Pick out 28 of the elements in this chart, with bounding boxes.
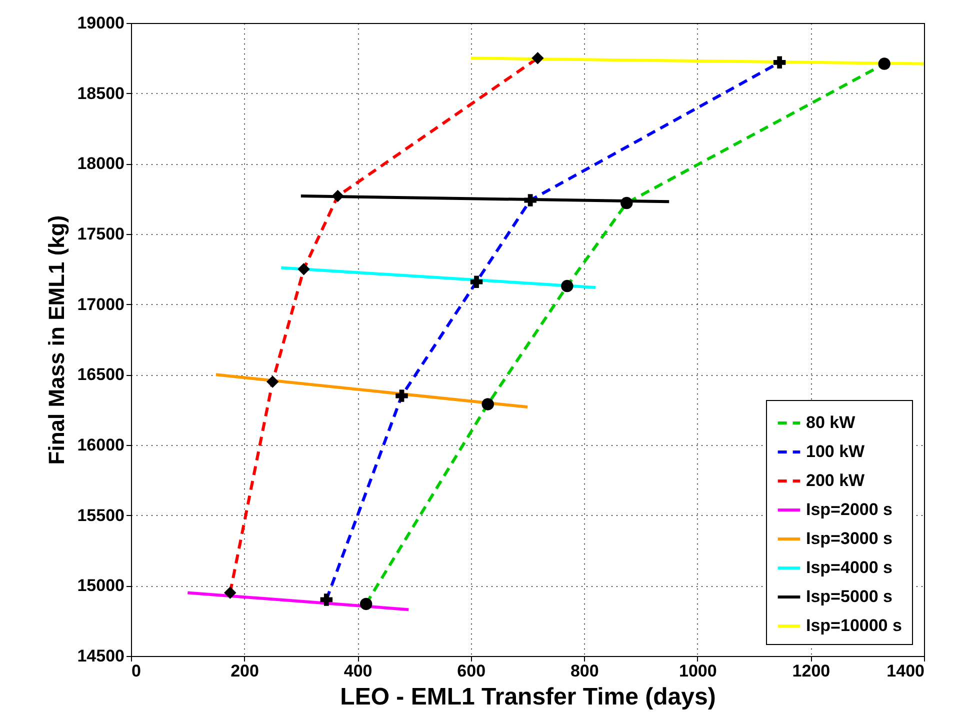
legend-label: Isp=5000 s: [806, 587, 892, 606]
x-tick-label: 1000: [679, 662, 717, 680]
y-tick-label: 15000: [77, 576, 124, 596]
y-tick-label: 16500: [77, 365, 124, 384]
x-tick-label: 0: [132, 662, 141, 680]
legend-label: Isp=10000 s: [806, 616, 902, 635]
y-tick-label: 18500: [77, 84, 124, 103]
y-tick-label: 19000: [77, 14, 124, 32]
x-tick-label: 600: [457, 662, 486, 680]
x-tick-label: 400: [344, 662, 372, 680]
y-tick-label: 17500: [77, 224, 124, 244]
x-tick-label: 1400: [886, 662, 924, 680]
legend-label: 100 kW: [806, 442, 866, 461]
x-tick-label: 1200: [792, 662, 830, 680]
legend-label: 200 kW: [806, 471, 866, 490]
y-tick-label: 15500: [77, 506, 124, 525]
y-tick-label: 18000: [77, 154, 124, 174]
legend-label: 80 kW: [806, 413, 856, 432]
y-tick-label: 16000: [77, 436, 124, 454]
legend-label: Isp=3000 s: [806, 529, 892, 548]
y-tick-label: 14500: [77, 646, 124, 666]
x-tick-label: 200: [230, 662, 259, 680]
y-axis-title: Final Mass in EML1 (kg): [44, 215, 70, 465]
legend-label: Isp=4000 s: [806, 558, 892, 577]
x-tick-label: 800: [570, 662, 599, 680]
x-axis-title: LEO - EML1 Transfer Time (days): [340, 684, 716, 710]
legend-label: Isp=2000 s: [806, 500, 892, 519]
y-tick-label: 17000: [77, 294, 124, 314]
